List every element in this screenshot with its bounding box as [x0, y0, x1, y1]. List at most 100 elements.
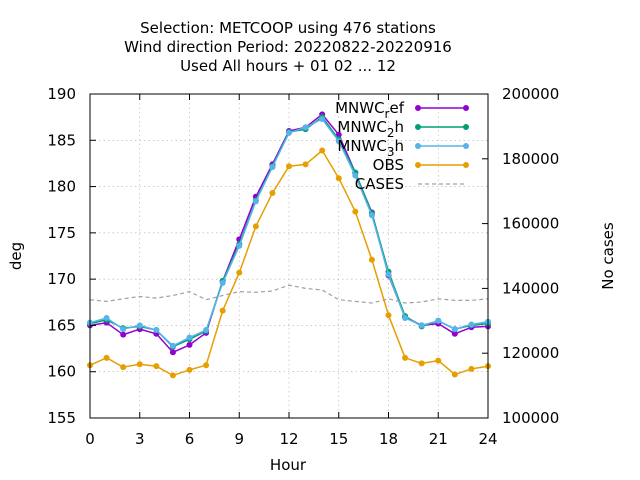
y-axis-label: deg	[7, 242, 25, 270]
data-point-mnwc-3h	[236, 242, 243, 249]
x-tick-label: 9	[234, 430, 244, 448]
data-point-obs	[335, 175, 342, 182]
legend-label-cases: CASES	[355, 175, 404, 193]
data-point-obs	[302, 161, 309, 168]
x-axis-label: Hour	[270, 456, 307, 474]
data-point-obs	[385, 312, 392, 319]
data-point-mnwc-3h	[451, 326, 458, 333]
legend-label-tail: ef	[389, 99, 404, 117]
y-tick-label: 190	[47, 85, 76, 103]
data-point-obs	[402, 354, 409, 361]
series-layer	[87, 111, 491, 379]
legend-entry-mnwc-ref: MNWCref	[335, 99, 469, 121]
y2-tick-label: 200000	[502, 85, 559, 103]
data-point-mnwc-ref	[451, 330, 458, 337]
data-point-mnwc-3h	[252, 198, 259, 205]
legend-label-mnwc-ref: MNWCref	[335, 99, 405, 121]
data-point-mnwc-3h	[219, 279, 226, 286]
data-point-mnwc-3h	[153, 327, 160, 334]
data-point-mnwc-3h	[186, 334, 193, 341]
x-tick-label: 12	[279, 430, 298, 448]
legend-label-main: OBS	[373, 156, 404, 174]
legend-marker-mnwc-2h	[415, 124, 421, 130]
legend-label-tail: h	[394, 118, 404, 136]
legend-marker-mnwc-ref	[415, 105, 421, 111]
legend-label-main: MNWC	[335, 99, 384, 117]
title-line-3: Used All hours + 01 02 ... 12	[180, 57, 396, 75]
data-point-obs	[319, 147, 326, 154]
data-point-mnwc-3h	[136, 322, 143, 329]
series-cases	[89, 284, 489, 304]
x-tick-label: 18	[379, 430, 398, 448]
data-point-mnwc-ref	[186, 341, 193, 348]
data-point-obs	[169, 372, 176, 379]
legend-label-subscript: 2	[387, 126, 395, 140]
data-point-obs	[120, 364, 127, 371]
legend-entry-mnwc-3h: MNWC3h	[337, 137, 469, 159]
data-point-obs	[368, 256, 375, 263]
x-tick-label: 21	[429, 430, 448, 448]
data-point-mnwc-3h	[302, 124, 309, 131]
legend-label-subscript: 3	[387, 145, 395, 159]
legend-marker-mnwc-3h	[463, 143, 469, 149]
data-point-mnwc-3h	[335, 138, 342, 145]
data-point-obs	[236, 269, 243, 276]
series-mnwc-3h	[87, 115, 491, 349]
y2-tick-label: 180000	[502, 150, 559, 168]
y-tick-label: 160	[47, 363, 76, 381]
legend-marker-obs	[415, 162, 421, 168]
data-point-obs	[269, 190, 276, 197]
data-point-mnwc-3h	[418, 322, 425, 329]
axis-ticks: 0 3 6 9 12 15 18 21 24 155 160 165 170 175 180 185 190 10…	[47, 85, 559, 448]
legend-marker-mnwc-ref	[463, 105, 469, 111]
y2-tick-label: 100000	[502, 409, 559, 427]
data-point-mnwc-3h	[203, 327, 210, 334]
data-point-obs	[451, 371, 458, 378]
y2-tick-label: 140000	[502, 279, 559, 297]
grid	[89, 93, 489, 419]
data-point-mnwc-3h	[319, 115, 326, 122]
data-point-mnwc-3h	[435, 317, 442, 324]
data-point-mnwc-3h	[468, 321, 475, 328]
data-point-obs	[286, 163, 292, 170]
x-tick-label: 6	[185, 430, 195, 448]
series-obs	[87, 147, 491, 379]
data-point-mnwc-3h	[368, 212, 375, 219]
legend-label-main: MNWC	[337, 137, 386, 155]
data-point-mnwc-ref	[120, 331, 127, 338]
legend-label-main: CASES	[355, 175, 404, 193]
chart-title: Selection: METCOOP using 476 stations Wi…	[124, 19, 452, 75]
y-tick-label: 170	[47, 270, 76, 288]
legend-marker-obs	[463, 162, 469, 168]
legend-label-subscript: r	[385, 107, 390, 121]
x-tick-label: 0	[85, 430, 95, 448]
legend-label-mnwc-2h: MNWC2h	[337, 118, 404, 140]
x-tick-label: 24	[478, 430, 497, 448]
data-point-obs	[468, 365, 475, 372]
x-tick-label: 3	[135, 430, 145, 448]
y-tick-label: 185	[47, 131, 76, 149]
legend-label-mnwc-3h: MNWC3h	[337, 137, 404, 159]
data-point-mnwc-3h	[352, 172, 359, 179]
legend-marker-mnwc-3h	[415, 143, 421, 149]
data-point-mnwc-3h	[120, 326, 127, 333]
series-line-cases	[89, 284, 489, 304]
x-tick-label: 15	[329, 430, 348, 448]
data-point-obs	[435, 357, 442, 364]
data-point-obs	[203, 362, 210, 369]
y2-tick-label: 160000	[502, 215, 559, 233]
y-tick-label: 180	[47, 178, 76, 196]
legend-label-obs: OBS	[373, 156, 404, 174]
series-line-mnwc-ref	[89, 113, 489, 354]
data-point-obs	[186, 366, 193, 373]
data-point-obs	[136, 361, 143, 368]
series-line-mnwc-2h	[89, 116, 489, 348]
data-point-mnwc-3h	[286, 129, 292, 136]
legend-entry-cases: CASES	[355, 175, 466, 193]
data-point-mnwc-3h	[169, 342, 176, 349]
data-point-obs	[153, 363, 160, 370]
data-point-mnwc-3h	[385, 271, 392, 278]
data-point-mnwc-ref	[169, 349, 176, 356]
